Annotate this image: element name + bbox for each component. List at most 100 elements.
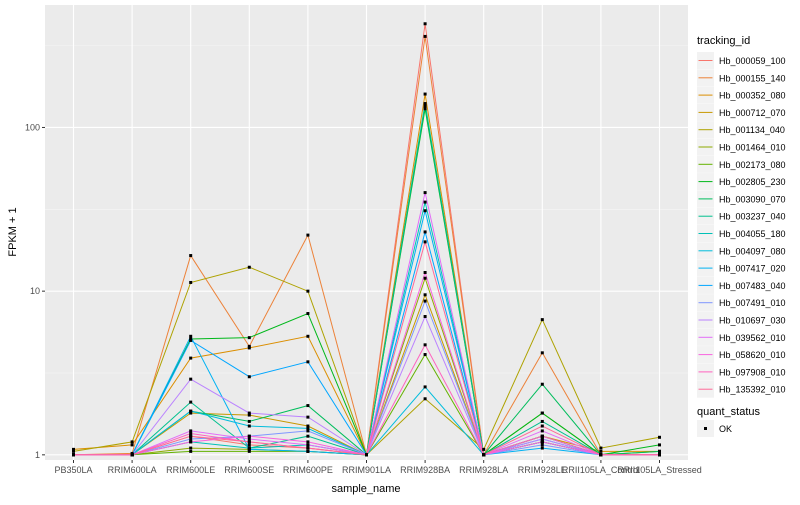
data-point	[247, 344, 251, 348]
legend-label: Hb_007483_040	[719, 281, 786, 291]
shape-legend: OK	[697, 420, 732, 437]
legend-label: Hb_000155_140	[719, 73, 786, 83]
data-point	[423, 22, 427, 26]
data-point	[306, 449, 310, 453]
data-point	[540, 419, 544, 423]
data-point	[189, 377, 193, 381]
data-point	[599, 453, 603, 457]
x-tick-label: RRIM901LA	[342, 465, 391, 475]
data-point	[540, 351, 544, 355]
x-tick-label: RRIM928LE	[518, 465, 567, 475]
x-tick-label: RRIM600LA	[108, 465, 157, 475]
data-point	[189, 409, 193, 413]
data-point	[423, 353, 427, 357]
data-point	[189, 400, 193, 404]
data-point	[306, 424, 310, 428]
data-point	[540, 424, 544, 428]
legend-label: Hb_039562_010	[719, 333, 786, 343]
data-point	[247, 346, 251, 350]
data-point	[72, 447, 75, 451]
data-point	[306, 440, 310, 444]
data-point	[423, 315, 427, 319]
legend-label: Hb_004055_180	[719, 229, 786, 239]
legend-label: Hb_000352_080	[719, 91, 786, 101]
point-layer	[72, 22, 661, 457]
grid-layer	[45, 5, 688, 460]
data-point	[130, 453, 134, 457]
data-point	[247, 424, 251, 428]
data-point	[540, 318, 544, 322]
legend-label: Hb_058620_010	[719, 350, 786, 360]
data-point	[306, 443, 310, 447]
data-point	[658, 453, 661, 457]
color-legend: Hb_000059_100 Hb_000155_140 Hb_000352_080 H…	[697, 52, 786, 398]
data-point	[423, 209, 427, 213]
data-point	[540, 440, 544, 444]
data-point	[189, 411, 193, 415]
data-point	[423, 34, 427, 38]
data-point	[423, 107, 427, 111]
x-tick-label: RRIM600PE	[283, 465, 333, 475]
legend-label: Hb_003090_070	[719, 194, 786, 204]
data-point	[306, 415, 310, 419]
data-point	[482, 447, 486, 451]
x-tick-label: RRIM928BA	[400, 465, 450, 475]
data-point	[423, 293, 427, 297]
y-tick-label: 10	[30, 286, 40, 296]
x-tick-label: PB350LA	[54, 465, 92, 475]
data-point	[423, 299, 427, 303]
data-point	[189, 338, 193, 342]
legend-label: Hb_002173_080	[719, 160, 786, 170]
data-point	[540, 429, 544, 433]
data-point	[306, 233, 310, 237]
shape-legend-label: OK	[719, 424, 732, 434]
data-point	[72, 453, 75, 457]
data-point	[423, 200, 427, 204]
data-point	[306, 404, 310, 408]
legend-label: Hb_010697_030	[719, 316, 786, 326]
data-point	[247, 447, 251, 451]
x-tick-label: RRII105LA_Stressed	[617, 465, 702, 475]
data-point	[247, 265, 251, 269]
data-point	[658, 443, 661, 447]
legend-title: tracking_id	[697, 35, 750, 47]
data-point	[247, 443, 251, 447]
data-point	[423, 276, 427, 280]
data-point	[247, 449, 251, 453]
data-point	[247, 434, 251, 438]
x-tick-label: RRIM600SE	[224, 465, 274, 475]
data-point	[540, 411, 544, 415]
legend-label: Hb_001134_040	[719, 125, 785, 135]
data-point	[365, 453, 368, 457]
y-tick-label: 1	[35, 450, 40, 460]
legend-label: Hb_000712_070	[719, 108, 786, 118]
legend-label: Hb_007417_020	[719, 264, 786, 274]
legend-label: Hb_001464_010	[719, 143, 786, 153]
shape-legend-title: quant_status	[697, 406, 760, 418]
data-point	[658, 449, 661, 453]
x-tick-label: RRIM600LE	[166, 465, 215, 475]
data-point	[189, 334, 193, 338]
data-point	[189, 449, 193, 453]
data-point	[72, 449, 75, 453]
y-tick-label: 100	[25, 122, 40, 132]
legend-label: Hb_004097_080	[719, 246, 786, 256]
data-point	[540, 382, 544, 386]
data-point	[189, 440, 193, 444]
data-point	[189, 434, 193, 438]
data-point	[247, 411, 251, 415]
data-point	[189, 429, 193, 433]
data-point	[423, 102, 427, 106]
data-point	[599, 449, 603, 453]
data-point	[423, 230, 427, 234]
data-point	[423, 104, 427, 108]
data-point	[423, 397, 427, 401]
data-point	[247, 419, 251, 423]
legend-label: Hb_002805_230	[719, 177, 786, 187]
data-point	[306, 312, 310, 316]
data-point	[540, 434, 544, 438]
data-point	[189, 446, 193, 450]
data-point	[423, 385, 427, 389]
data-point	[306, 289, 310, 293]
